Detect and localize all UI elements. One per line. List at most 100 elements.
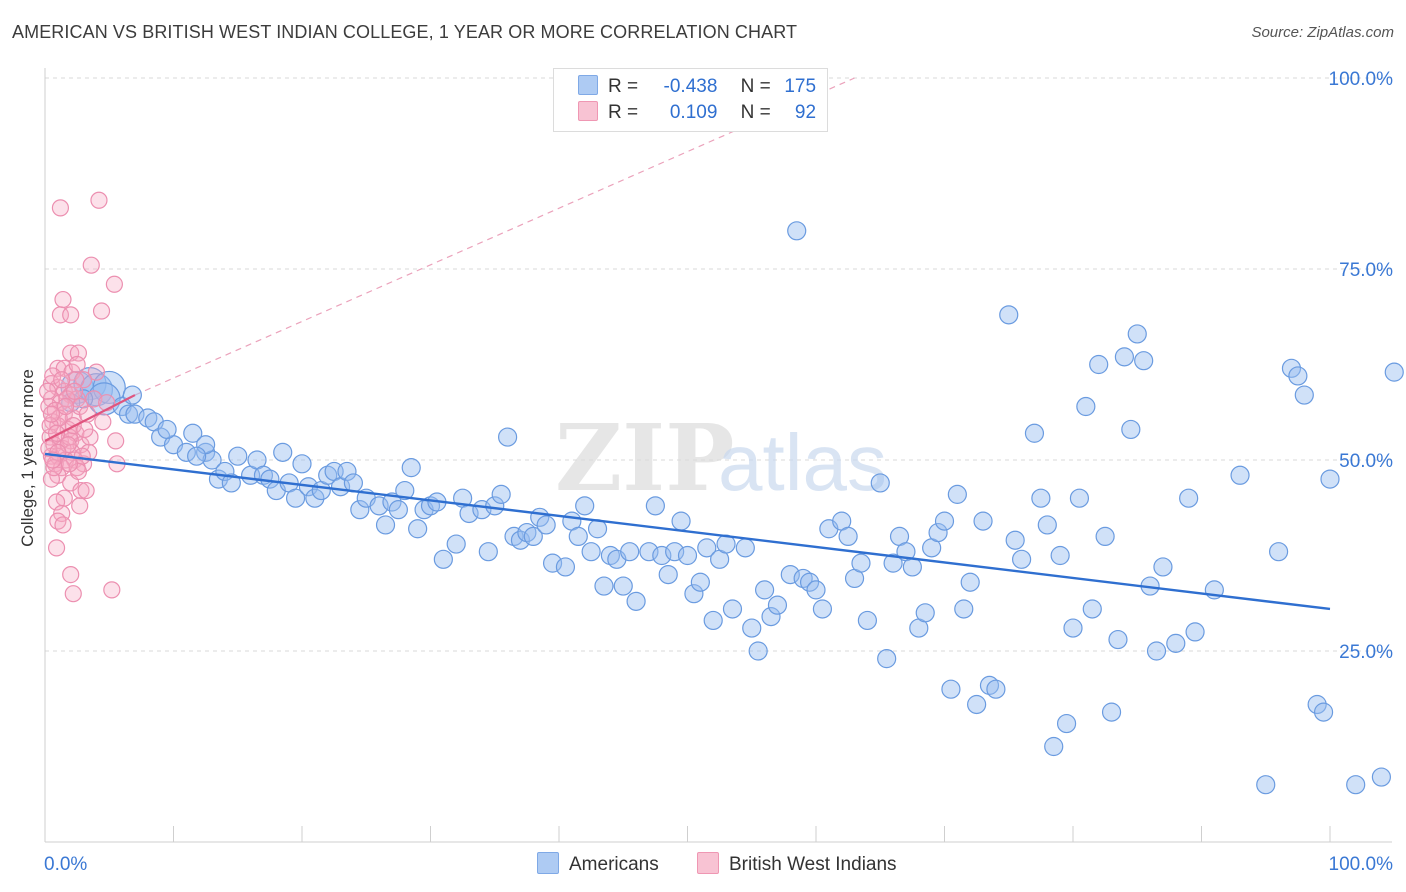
americans-point <box>273 442 293 462</box>
americans-point <box>671 511 691 531</box>
americans-point <box>954 599 974 619</box>
americans-point <box>857 610 878 631</box>
bwi-point <box>87 363 106 381</box>
bwi-point <box>54 516 72 534</box>
source-label: Source: ZipAtlas.com <box>1251 24 1394 41</box>
americans-point <box>1294 385 1314 405</box>
americans-point <box>187 446 207 466</box>
americans-point <box>1127 324 1147 344</box>
americans-point <box>645 496 665 516</box>
americans-points <box>60 221 1404 795</box>
americans-point <box>677 545 698 566</box>
bwi-point <box>65 382 84 400</box>
americans-point <box>1346 775 1366 795</box>
americans-point <box>1185 622 1205 642</box>
americans-point <box>523 526 543 547</box>
americans-point <box>799 572 820 592</box>
americans-point <box>536 515 556 535</box>
americans-point <box>665 542 685 562</box>
americans-swatch <box>578 75 598 95</box>
americans-point <box>375 515 396 535</box>
americans-point <box>575 496 595 516</box>
americans-point <box>408 519 428 539</box>
americans-point <box>1031 488 1051 508</box>
x-tick-label: 0.0% <box>44 854 87 875</box>
americans-point <box>337 461 357 482</box>
americans-point <box>780 564 800 585</box>
americans-point <box>125 404 145 424</box>
americans-point <box>1050 545 1070 566</box>
americans-point <box>967 694 987 715</box>
bwi-point <box>64 585 82 603</box>
americans-point <box>285 488 306 508</box>
americans-point <box>305 488 325 508</box>
legend-row-bwi: R = 0.109 N = 92 <box>578 101 816 125</box>
bwi-point <box>90 191 108 209</box>
legend-r-value: 0.109 <box>669 102 718 123</box>
bwi-point <box>103 581 121 599</box>
y-tick-label: 25.0% <box>1339 642 1393 663</box>
legend-n-value: 175 <box>784 76 817 97</box>
y-tick-label: 100.0% <box>1329 69 1394 90</box>
bwi-trend-line <box>44 394 136 442</box>
bwi-point <box>105 275 123 293</box>
americans-point <box>542 553 563 573</box>
americans-point <box>639 542 659 562</box>
americans-point <box>761 607 781 627</box>
bwi-point <box>44 367 62 385</box>
americans-point <box>620 542 640 562</box>
bottom-legend-americans: Americans <box>537 852 659 876</box>
americans-point <box>999 305 1019 325</box>
bwi-points <box>38 191 126 603</box>
bwi-point <box>56 397 75 416</box>
americans-point <box>684 584 704 604</box>
americans-point <box>1024 423 1045 443</box>
americans-point <box>292 454 312 474</box>
americans-point <box>928 522 948 543</box>
americans-point <box>581 542 601 562</box>
bwi-point <box>77 481 95 500</box>
americans-point <box>703 610 723 631</box>
americans-point <box>697 538 717 558</box>
americans-point <box>1044 736 1064 757</box>
americans-point <box>157 419 177 440</box>
americans-point <box>1114 347 1135 367</box>
bottom-legend-bwi: British West Indians <box>697 852 897 876</box>
bwi-point <box>85 390 103 408</box>
americans-point <box>388 500 408 520</box>
americans-point <box>973 511 993 531</box>
americans-point <box>401 458 421 478</box>
americans-point <box>1095 526 1115 547</box>
americans-point <box>1384 362 1404 382</box>
americans-point <box>722 599 743 619</box>
americans-point <box>748 641 768 661</box>
legend-n-label: N = <box>740 76 771 97</box>
americans-point <box>478 542 498 562</box>
legend-n-value: 92 <box>794 102 817 123</box>
americans-point <box>118 404 139 424</box>
americans-point <box>877 649 897 669</box>
bwi-point <box>53 371 71 389</box>
americans-point <box>510 530 531 550</box>
bwi-point <box>71 497 89 515</box>
americans-point <box>122 385 142 405</box>
americans-point <box>1063 618 1083 638</box>
americans-point <box>690 572 710 592</box>
bwi-point <box>42 405 61 423</box>
americans-point <box>787 221 807 241</box>
americans-point <box>1281 358 1302 378</box>
americans-point <box>613 576 633 596</box>
americans-legend-swatch <box>537 852 559 874</box>
americans-point <box>1121 419 1141 440</box>
americans-point <box>1069 488 1090 508</box>
americans-point <box>221 473 241 493</box>
bwi-point <box>54 290 72 309</box>
americans-point <box>883 553 903 573</box>
legend-r-label: R = <box>608 102 639 123</box>
y-axis-label: College, 1 year or more <box>18 369 37 547</box>
americans-point <box>754 580 775 600</box>
bwi-point <box>38 382 57 400</box>
americans-point <box>568 526 588 547</box>
